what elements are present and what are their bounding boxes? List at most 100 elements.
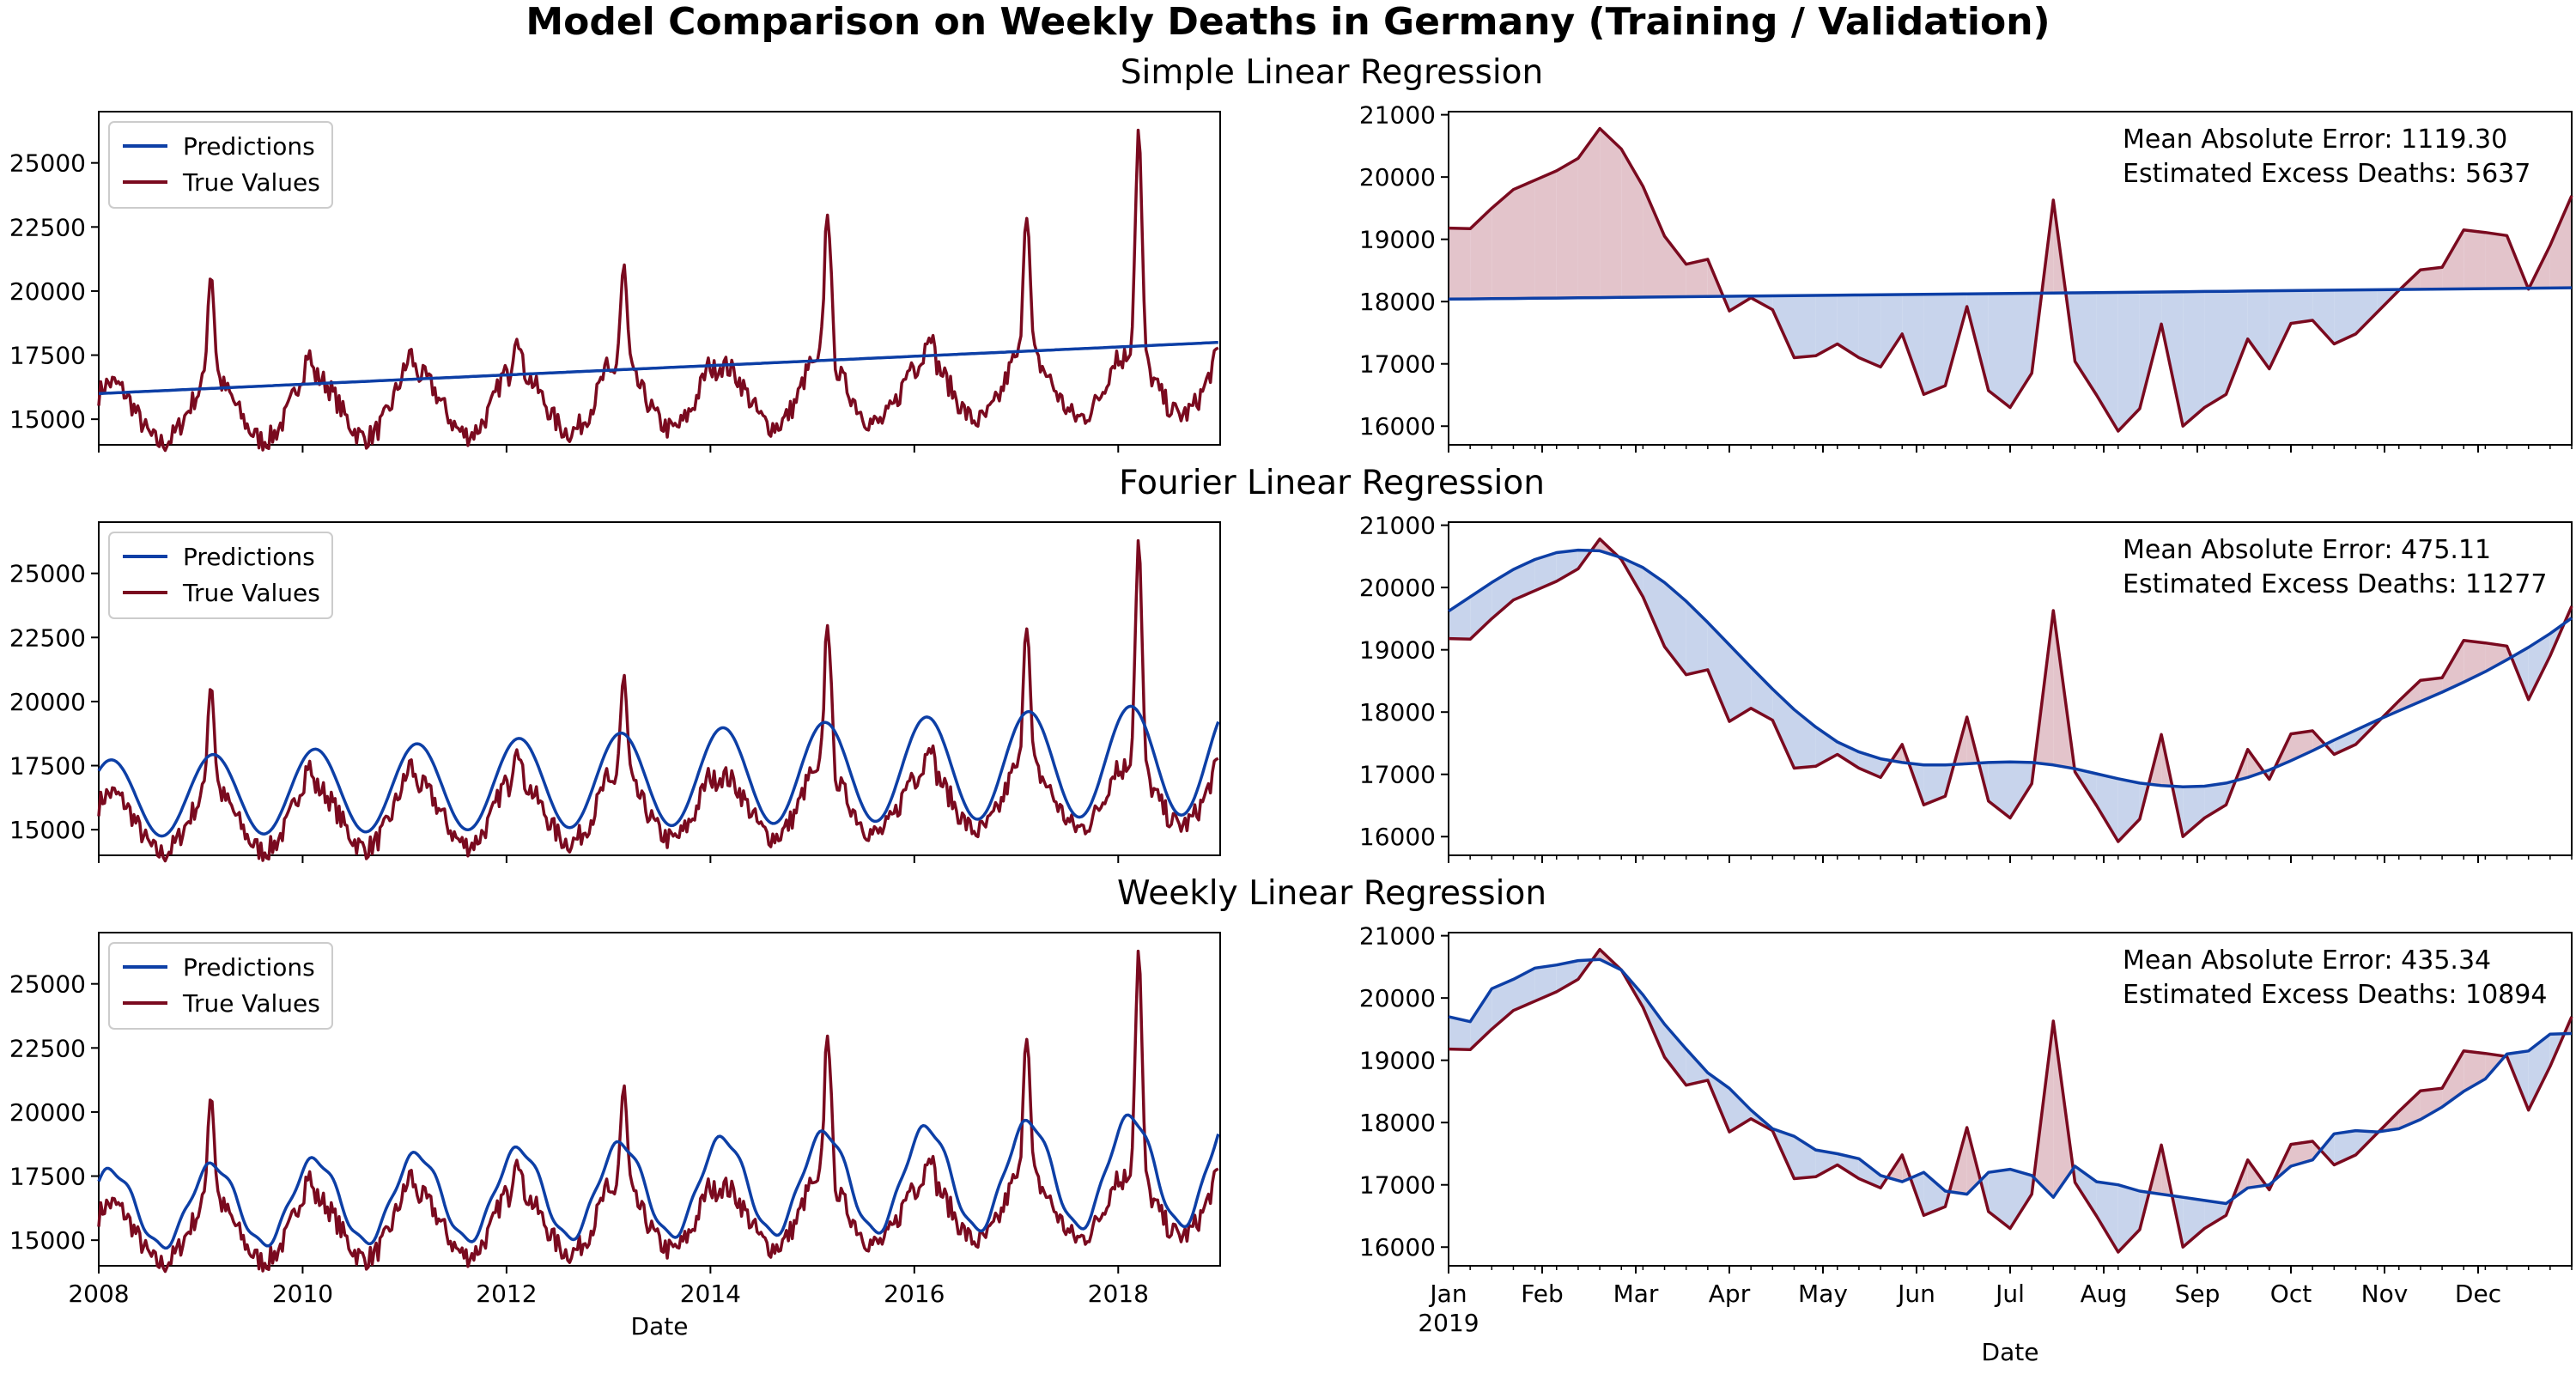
row-3-title: Weekly Linear Regression [1117,874,1546,913]
deficit-fill [2096,774,2118,842]
validation-xtick-label: Oct [2270,1280,2312,1308]
excess-fill [2442,640,2464,692]
training-true-line [97,949,1219,1274]
deficit-fill [2117,292,2140,431]
deficit-fill [2096,1182,2118,1252]
excess-fill [2420,678,2443,702]
deficit-fill [2010,1169,2032,1229]
training-ytick-label: 22500 [9,213,86,241]
excess-fill [1556,158,1578,299]
training-ytick-label: 15000 [9,405,86,434]
excess-fill [2420,267,2443,289]
deficit-fill [2117,778,2140,842]
training-xtick-label: 2012 [476,1280,537,1308]
deficit-fill [2204,1200,2227,1229]
excess-fill [2485,232,2507,289]
validation-xtick-label: Apr [1709,1280,1751,1308]
deficit-fill [1643,567,1665,647]
training-ytick-label: 17500 [9,342,86,370]
training-xtick-label: 2008 [68,1280,129,1308]
legend-box [108,532,333,619]
deficit-fill [2010,762,2032,818]
deficit-fill [2320,1134,2335,1165]
deficit-fill [2355,289,2378,334]
deficit-fill [1815,1150,1838,1177]
validation-ytick-label: 16000 [1359,412,1436,441]
excess-fill [2442,229,2464,289]
deficit-fill [2161,291,2184,427]
deficit-fill [2312,289,2335,344]
validation-prediction-line [1448,958,2573,1206]
training-prediction-line [97,1113,1220,1250]
deficit-fill [1449,1016,1471,1050]
validation-xtick-label: Feb [1521,1280,1564,1308]
training-frame [98,932,1221,1267]
deficit-fill [2334,730,2356,755]
training-true-line [97,538,1219,863]
excess-fill [1600,128,1622,298]
training-ytick-label: 25000 [9,560,86,588]
legend-true-label: True Values [182,989,320,1018]
validation-ytick-label: 21000 [1359,512,1436,540]
training-panel-3: 15000 17500 20000 22500 25000 2008 2010 2012 201… [9,932,1221,1341]
deficit-fill [1772,689,1795,769]
legend-true-label: True Values [182,579,320,607]
legend: Predictions True Values [108,942,333,1030]
deficit-fill [1751,667,1773,720]
validation-ytick-label: 18000 [1359,698,1436,727]
validation-ytick-label: 16000 [1359,1233,1436,1262]
legend-box [108,121,333,209]
training-ytick-label: 25000 [9,970,86,999]
deficit-fill [1902,294,1924,395]
validation-xtick-label: Jul [1994,1280,2025,1308]
validation-ytick-label: 19000 [1359,1047,1436,1075]
training-ytick-label: 17500 [9,752,86,781]
deficit-fill [1686,601,1708,675]
legend-pred-label: Predictions [183,132,315,161]
deficit-fill [2096,292,2118,431]
validation-xtick-label: Jan [1428,1280,1467,1308]
training-xtick-label: 2018 [1088,1280,1149,1308]
excess-fill [2420,1088,2443,1120]
legend-pred-label: Predictions [183,543,315,571]
deficit-fill [1923,294,1946,395]
validation-true-line [1448,537,2573,843]
deficit-fill [1837,1153,1859,1179]
validation-xtick-label: May [1798,1280,1848,1308]
validation-xtick-label: Mar [1613,1280,1659,1308]
excess-fill [2442,1050,2464,1108]
excess-fill [2398,1091,2421,1129]
deficit-fill [1837,295,1859,358]
training-ytick-label: 17500 [9,1163,86,1191]
validation-ytick-label: 17000 [1359,1171,1436,1200]
excess-fill [1686,258,1708,297]
validation-xlabel: Date [1982,1338,2039,1366]
deficit-fill [1686,1049,1708,1085]
mean-absolute-error: Mean Absolute Error: 1119.30 [2123,125,2507,155]
figure-title: Model Comparison on Weekly Deaths in Ger… [526,0,2050,44]
deficit-fill [1556,550,1578,581]
row-1-title: Simple Linear Regression [1121,53,1544,92]
training-xtick-label: 2014 [680,1280,741,1308]
training-ytick-label: 20000 [9,1098,86,1127]
deficit-fill [1707,622,1729,722]
validation-ytick-label: 21000 [1359,101,1436,130]
validation-ytick-label: 16000 [1359,823,1436,851]
estimated-excess-deaths: Estimated Excess Deaths: 11277 [2123,569,2547,599]
validation-prediction-line [1448,548,2573,788]
validation-xtick-label: Sep [2175,1280,2221,1308]
deficit-fill [1534,552,1557,591]
deficit-fill [1988,293,2010,408]
training-ytick-label: 22500 [9,623,86,652]
validation-ytick-label: 21000 [1359,922,1436,951]
deficit-fill [1794,295,1816,358]
deficit-fill [2291,290,2313,324]
training-xtick-label: 2010 [272,1280,333,1308]
excess-fill [2485,642,2507,672]
excess-fill [1492,189,1514,299]
validation-ytick-label: 17000 [1359,350,1436,379]
legend: Predictions True Values [108,532,333,619]
deficit-fill [1923,1172,1946,1216]
deficit-fill [2269,290,2291,369]
excess-fill [1534,170,1557,299]
